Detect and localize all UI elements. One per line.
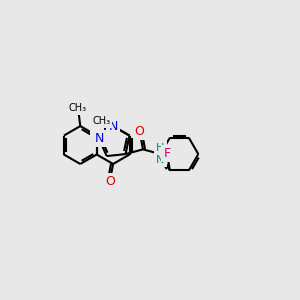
Text: CH₃: CH₃ <box>69 103 87 113</box>
Text: N: N <box>92 129 101 142</box>
Text: CH₃: CH₃ <box>92 116 110 126</box>
Text: H
N: H N <box>156 143 165 165</box>
Text: N: N <box>94 132 104 145</box>
Text: F: F <box>164 147 171 160</box>
Text: O: O <box>135 125 145 138</box>
Text: N: N <box>108 120 118 133</box>
Text: O: O <box>105 176 115 188</box>
